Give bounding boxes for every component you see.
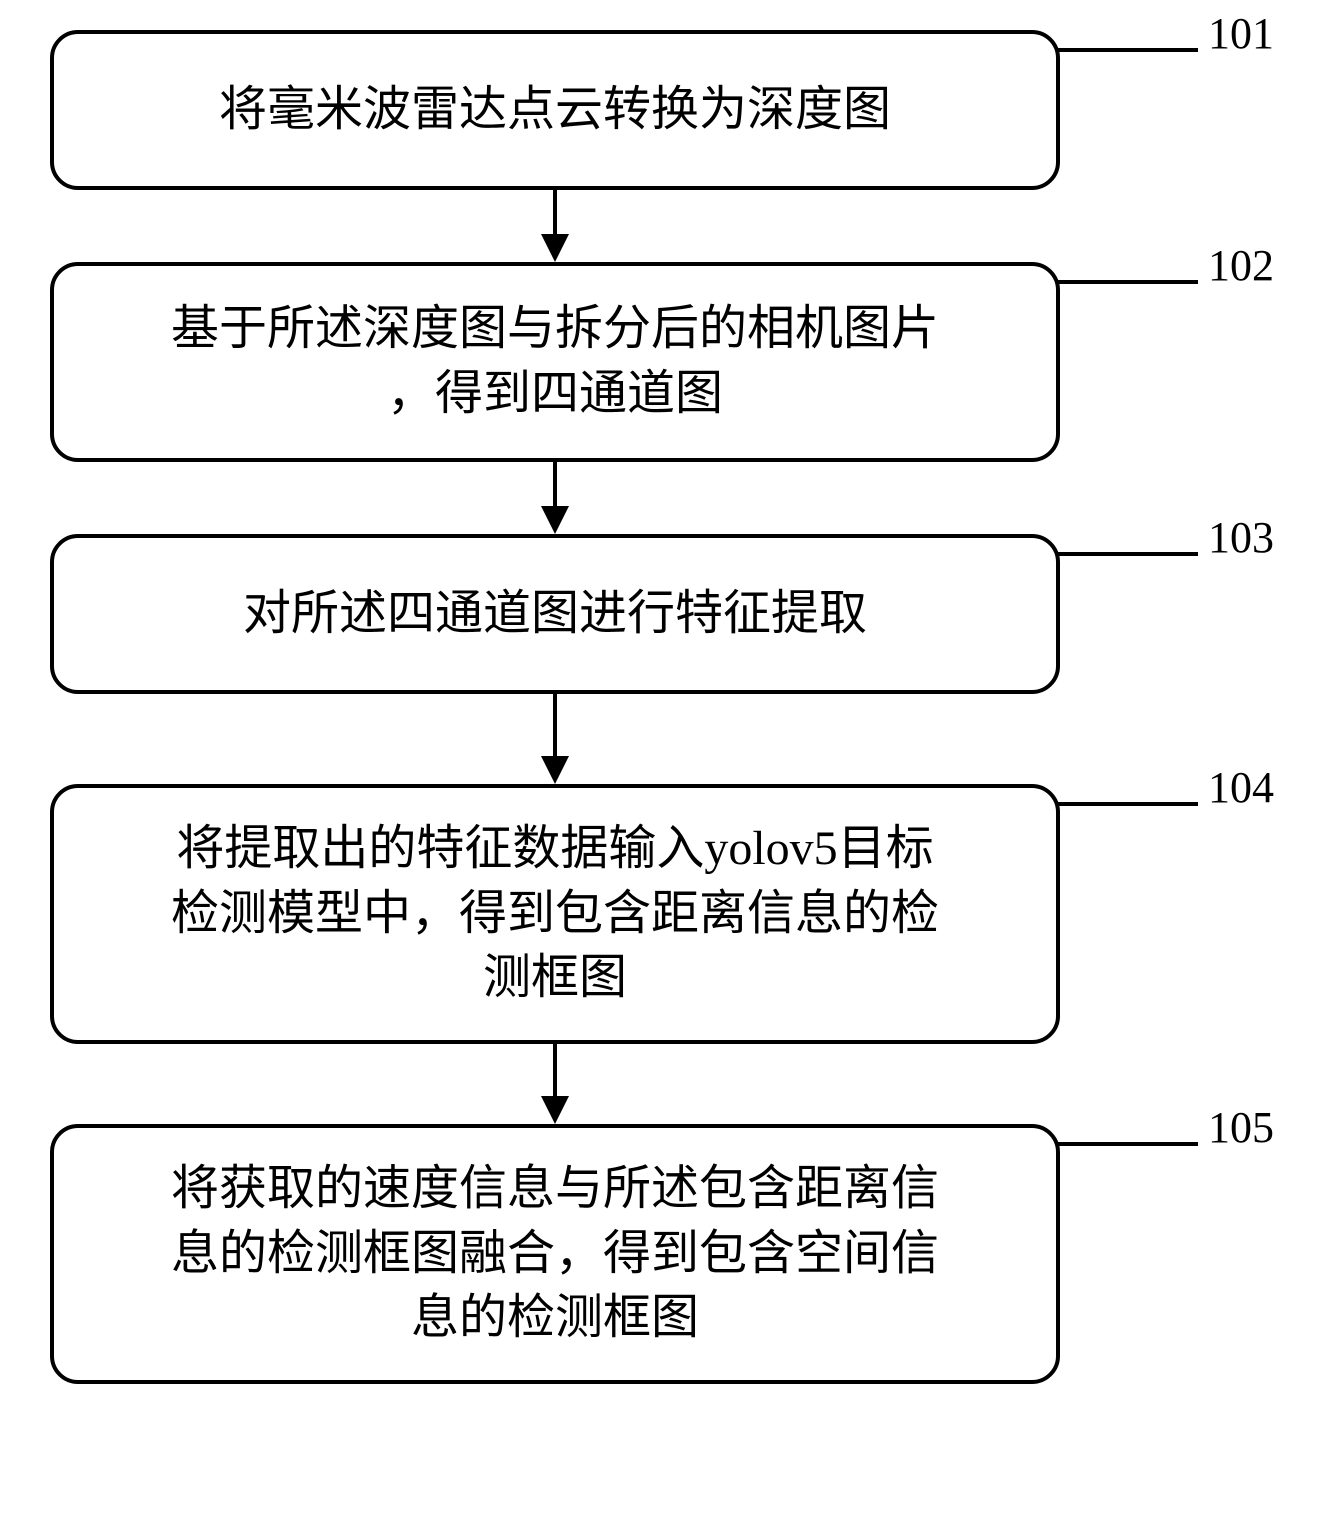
flow-node-box: 将提取出的特征数据输入yolov5目标检测模型中，得到包含距离信息的检测框图: [50, 784, 1060, 1044]
flow-node-4: 将提取出的特征数据输入yolov5目标检测模型中，得到包含距离信息的检测框图10…: [50, 784, 1060, 1044]
flow-node-5: 将获取的速度信息与所述包含距离信息的检测框图融合，得到包含空间信息的检测框图10…: [50, 1124, 1060, 1384]
arrow-icon: [535, 190, 575, 262]
flow-node-box: 基于所述深度图与拆分后的相机图片，得到四通道图: [50, 262, 1060, 462]
flow-node-text-line: 检测模型中，得到包含距离信息的检: [171, 882, 939, 947]
flow-node-text-line: 将获取的速度信息与所述包含距离信: [171, 1157, 939, 1222]
flow-node-box: 将毫米波雷达点云转换为深度图: [50, 30, 1060, 190]
flow-node-text-line: ，得到四通道图: [387, 362, 723, 427]
flow-node-1: 将毫米波雷达点云转换为深度图101: [50, 30, 1060, 190]
flowchart-container: 将毫米波雷达点云转换为深度图101 基于所述深度图与拆分后的相机图片，得到四通道图…: [50, 30, 1275, 1384]
flow-node-text-line: 将提取出的特征数据输入yolov5目标: [176, 817, 933, 882]
flow-arrow: [50, 1044, 1060, 1124]
step-label-103: 103: [1208, 512, 1274, 563]
step-label-101: 101: [1208, 8, 1274, 59]
label-leader-line: [1058, 552, 1198, 556]
label-leader-line: [1058, 48, 1198, 52]
flow-node-3: 对所述四通道图进行特征提取103: [50, 534, 1060, 694]
flow-node-text-line: 测框图: [483, 946, 627, 1011]
flow-node-text-line: 对所述四通道图进行特征提取: [243, 582, 867, 647]
flow-node-text-line: 基于所述深度图与拆分后的相机图片: [171, 297, 939, 362]
label-leader-line: [1058, 1142, 1198, 1146]
step-label-104: 104: [1208, 762, 1274, 813]
label-leader-line: [1058, 802, 1198, 806]
flow-arrow: [50, 694, 1060, 784]
flow-node-text-line: 将毫米波雷达点云转换为深度图: [219, 78, 891, 143]
flow-node-box: 对所述四通道图进行特征提取: [50, 534, 1060, 694]
flow-node-box: 将获取的速度信息与所述包含距离信息的检测框图融合，得到包含空间信息的检测框图: [50, 1124, 1060, 1384]
flow-node-text-line: 息的检测框图: [411, 1286, 699, 1351]
flow-node-2: 基于所述深度图与拆分后的相机图片，得到四通道图102: [50, 262, 1060, 462]
flow-arrow: [50, 462, 1060, 534]
arrow-icon: [535, 694, 575, 784]
step-label-102: 102: [1208, 240, 1274, 291]
flow-node-text-line: 息的检测框图融合，得到包含空间信: [171, 1222, 939, 1287]
flow-arrow: [50, 190, 1060, 262]
arrow-icon: [535, 1044, 575, 1124]
step-label-105: 105: [1208, 1102, 1274, 1153]
label-leader-line: [1058, 280, 1198, 284]
arrow-icon: [535, 462, 575, 534]
